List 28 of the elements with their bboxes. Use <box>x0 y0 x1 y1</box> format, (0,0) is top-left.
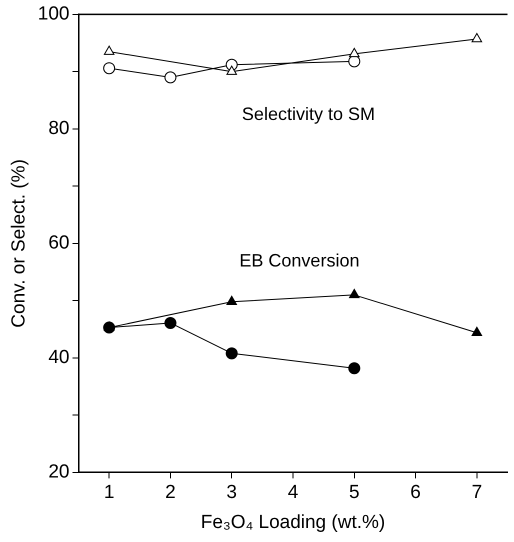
point <box>472 326 482 336</box>
x-tick-label: 4 <box>288 482 299 504</box>
x-tick-label: 5 <box>348 482 360 504</box>
y-tick-label: 80 <box>48 118 70 140</box>
y-tick-label: 20 <box>48 462 70 483</box>
point <box>164 71 176 84</box>
x-tick-label: 2 <box>165 482 176 504</box>
point <box>348 362 360 374</box>
x-tick-label: 6 <box>410 482 421 504</box>
annotation: EB Conversion <box>239 250 360 271</box>
x-tick-label: 7 <box>472 482 482 504</box>
point <box>104 46 114 55</box>
point <box>226 347 238 360</box>
point <box>472 33 482 42</box>
point <box>349 288 360 298</box>
point <box>226 296 237 306</box>
y-tick-label: 40 <box>48 347 70 368</box>
point <box>226 66 237 75</box>
x-tick-label: 3 <box>226 482 238 504</box>
x-tick-label: 1 <box>104 482 114 504</box>
point <box>164 316 176 329</box>
y-tick-label: 100 <box>38 4 70 25</box>
x-axis-title: Fe₃O₄ Loading (wt.%) <box>200 512 386 533</box>
annotation: Selectivity to SM <box>242 104 375 124</box>
point <box>103 62 116 74</box>
y-tick-label: 60 <box>48 232 70 254</box>
point <box>349 48 360 58</box>
y-axis-title: Conv. or Select. (%) <box>8 159 30 328</box>
